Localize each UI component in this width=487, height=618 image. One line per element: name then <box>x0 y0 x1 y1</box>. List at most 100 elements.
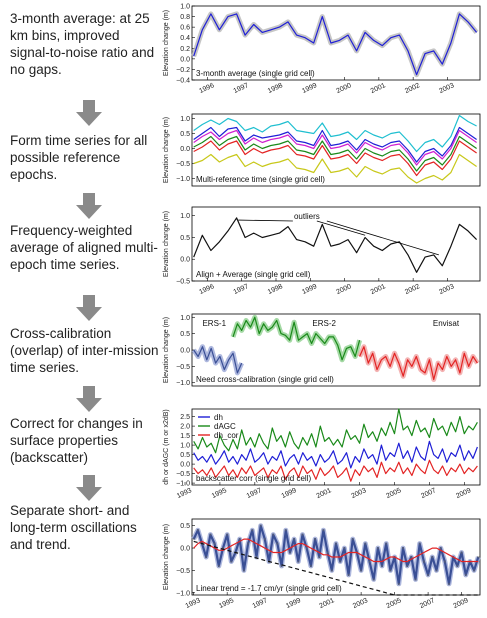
chart-align-average: 1.0 0.5 0.0 −0.5 1996 1997 1998 1999 2000 2001 200… <box>163 206 481 296</box>
panel-caption: Linear trend = -1.7 cm/yr (single grid c… <box>196 584 342 593</box>
data-point-marker: × <box>251 528 254 534</box>
legend-label: dh <box>214 413 223 422</box>
data-point-marker: × <box>414 577 417 583</box>
y-tick-label: 0.0 <box>180 546 190 553</box>
data-point-marker: × <box>427 573 430 579</box>
x-tick-label: 2000 <box>335 82 352 95</box>
data-point-marker: × <box>213 542 216 548</box>
series-line <box>193 126 477 163</box>
down-arrow-icon <box>76 295 102 321</box>
y-tick-label: 2.0 <box>180 424 190 431</box>
x-tick-label: 2007 <box>420 487 437 500</box>
x-tick-label: 1997 <box>246 487 263 500</box>
data-point-marker: × <box>201 542 204 548</box>
x-tick-label: 2000 <box>335 283 352 296</box>
y-axis-label: Elevation change (m) <box>163 117 170 183</box>
data-point-marker: × <box>209 533 212 539</box>
x-tick-label: 2003 <box>438 82 455 95</box>
series-line <box>193 346 243 374</box>
data-point-marker: × <box>477 555 480 561</box>
x-tick-label: 1996 <box>198 283 215 296</box>
annotation-arrow <box>316 220 366 236</box>
y-tick-label: 0.8 <box>180 14 190 21</box>
y-tick-label: 0.5 <box>180 331 190 338</box>
data-point-marker: × <box>443 559 446 565</box>
chart-multi-reference: 1.0 0.5 0.0 −0.5 −1.0 Elevation change (m) Mul… <box>163 113 481 187</box>
x-tick-label: 1999 <box>301 283 318 296</box>
data-point-marker: × <box>372 577 375 583</box>
data-point-marker: × <box>397 582 400 588</box>
y-tick-label: −0.5 <box>176 161 190 168</box>
y-axis-label: Elevation change (m) <box>163 211 170 277</box>
y-tick-label: −1.0 <box>176 481 190 488</box>
x-tick-label: 1993 <box>176 487 193 500</box>
y-tick-label: 0.5 <box>180 131 190 138</box>
x-tick-label: 2001 <box>370 82 387 95</box>
y-axis-label: Elevation change (m) <box>163 317 170 383</box>
data-point-marker: × <box>335 542 338 548</box>
series-line <box>193 140 477 177</box>
y-tick-label: −1.0 <box>176 590 190 597</box>
step-5-text: Correct for changes in surface propertie… <box>10 416 143 465</box>
panel-caption: backscatter corr (single grid cell) <box>196 474 311 483</box>
series-line <box>193 135 477 172</box>
x-tick-label: 1995 <box>218 597 235 610</box>
x-tick-label: 1993 <box>185 597 202 610</box>
data-point-marker: × <box>460 551 463 557</box>
data-point-marker: × <box>293 537 296 543</box>
data-point-marker: × <box>402 546 405 552</box>
panel-backscatter: 2.5 2.0 1.5 1.0 0.5 0.0 −0.5 −1.0 1993 1995 1997 19… <box>160 405 482 505</box>
data-point-marker: × <box>242 568 245 574</box>
x-tick-label: 2001 <box>315 487 332 500</box>
data-point-marker: × <box>410 555 413 561</box>
series-line <box>193 153 477 184</box>
data-point-marker: × <box>464 573 467 579</box>
panel-multi-reference: 1.0 0.5 0.0 −0.5 −1.0 Elevation change (m) Mul… <box>160 110 482 198</box>
data-point-marker: × <box>217 564 220 570</box>
data-point-marker: × <box>230 559 233 565</box>
panel-caption: Multi-reference time (single grid cell) <box>196 175 325 184</box>
y-tick-label: 0.0 <box>180 257 190 264</box>
x-tick-label: 1999 <box>281 487 298 500</box>
data-point-marker: × <box>301 533 304 539</box>
x-tick-label: 1998 <box>267 82 284 95</box>
data-point-marker: × <box>364 542 367 548</box>
series-line <box>193 217 478 273</box>
x-tick-label: 1998 <box>267 283 284 296</box>
panel-trend: 0.5 0.0 −0.5 −1.0 1993 1995 1997 1999 2001 2003 20… <box>160 515 482 615</box>
y-tick-label: 1.0 <box>180 116 190 123</box>
data-point-marker: × <box>276 542 279 548</box>
data-point-marker: × <box>205 555 208 561</box>
panel-caption: Align + Average (single grid cell) <box>196 270 311 279</box>
data-point-marker: × <box>439 546 442 552</box>
data-point-marker: × <box>288 551 291 557</box>
x-tick-label: 2009 <box>455 487 472 500</box>
x-tick-label: 2001 <box>318 597 335 610</box>
data-point-marker: × <box>456 564 459 570</box>
data-point-marker: × <box>435 568 438 574</box>
y-tick-label: −0.2 <box>176 67 190 74</box>
series-line <box>193 440 478 469</box>
y-tick-label: 0.0 <box>180 146 190 153</box>
data-point-marker: × <box>305 546 308 552</box>
data-point-marker: × <box>448 582 451 588</box>
data-point-marker: × <box>468 559 471 565</box>
data-point-marker: × <box>343 546 346 552</box>
y-tick-label: −0.5 <box>176 364 190 371</box>
series-line <box>193 114 477 153</box>
y-tick-label: 0.0 <box>180 56 190 63</box>
y-tick-label: 0.2 <box>180 46 190 53</box>
legend-label: dh_cor <box>214 431 239 440</box>
x-tick-label: 2003 <box>352 597 369 610</box>
y-tick-label: 1.0 <box>180 4 190 11</box>
y-tick-label: 0.5 <box>180 452 190 459</box>
down-arrow-icon <box>76 475 102 501</box>
down-arrow-icon <box>76 100 102 126</box>
y-tick-label: 0.0 <box>180 462 190 469</box>
data-point-marker: × <box>385 542 388 548</box>
data-point-marker: × <box>473 568 476 574</box>
data-point-marker: × <box>309 564 312 570</box>
y-tick-label: 0.5 <box>180 523 190 530</box>
data-point-marker: × <box>351 537 354 543</box>
